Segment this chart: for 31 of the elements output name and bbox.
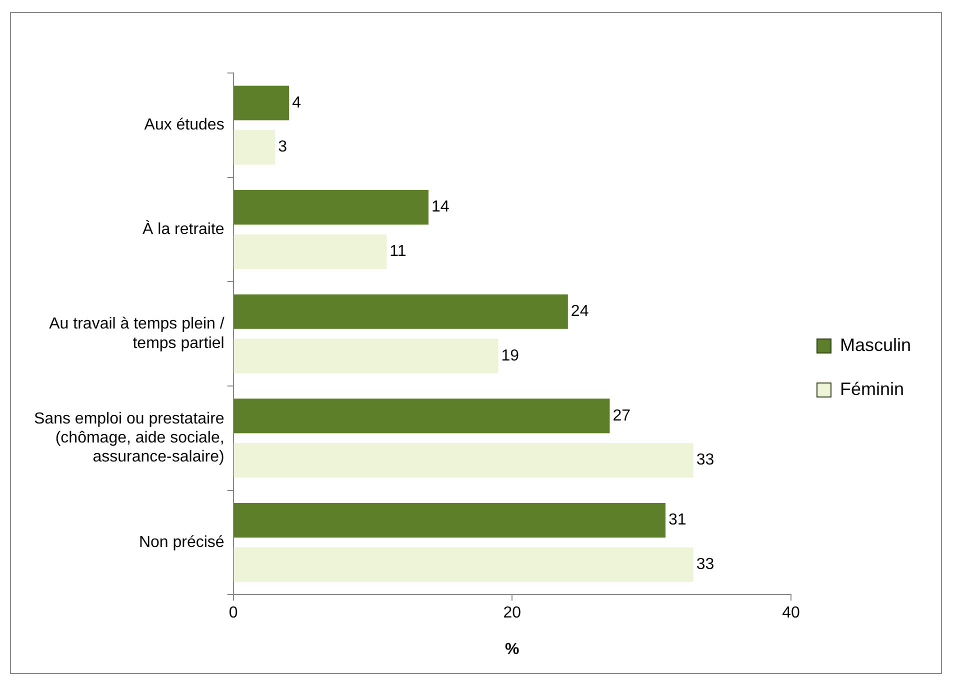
bar	[234, 190, 429, 225]
bar	[234, 502, 666, 538]
data-label: 4	[292, 94, 302, 112]
y-tick-label: Sans emploi ou prestataire (chômage, aide sociale, assurance-salaire)	[34, 410, 224, 466]
data-label: 11	[390, 243, 406, 260]
y-tick-label: Non précisé	[138, 534, 224, 551]
data-label: 24	[570, 303, 589, 320]
data-label: 14	[432, 198, 450, 216]
legend-label: Masculin	[840, 334, 912, 355]
x-tick-label: 40	[782, 604, 800, 622]
data-label: 33	[696, 556, 714, 574]
y-tick-label: Au travail à temps plein / temps partiel	[49, 316, 225, 352]
data-label: 31	[668, 512, 686, 529]
bar	[234, 86, 290, 120]
bar	[234, 398, 610, 434]
data-label: 33	[696, 452, 714, 469]
data-label: 3	[278, 138, 288, 156]
data-label: 27	[612, 407, 631, 424]
legend-label: Féminin	[840, 378, 904, 399]
bar	[234, 234, 387, 269]
y-tick-label: À la retraite	[142, 220, 224, 238]
bar	[234, 130, 276, 165]
data-label: 19	[501, 347, 520, 364]
x-axis-title: %	[505, 640, 520, 658]
x-tick-label: 0	[228, 604, 238, 622]
bar	[234, 338, 498, 374]
bar	[234, 294, 568, 329]
bar	[234, 442, 694, 478]
bar	[234, 547, 694, 582]
x-tick-label: 20	[503, 604, 522, 622]
y-tick-label: Aux études	[144, 116, 224, 134]
